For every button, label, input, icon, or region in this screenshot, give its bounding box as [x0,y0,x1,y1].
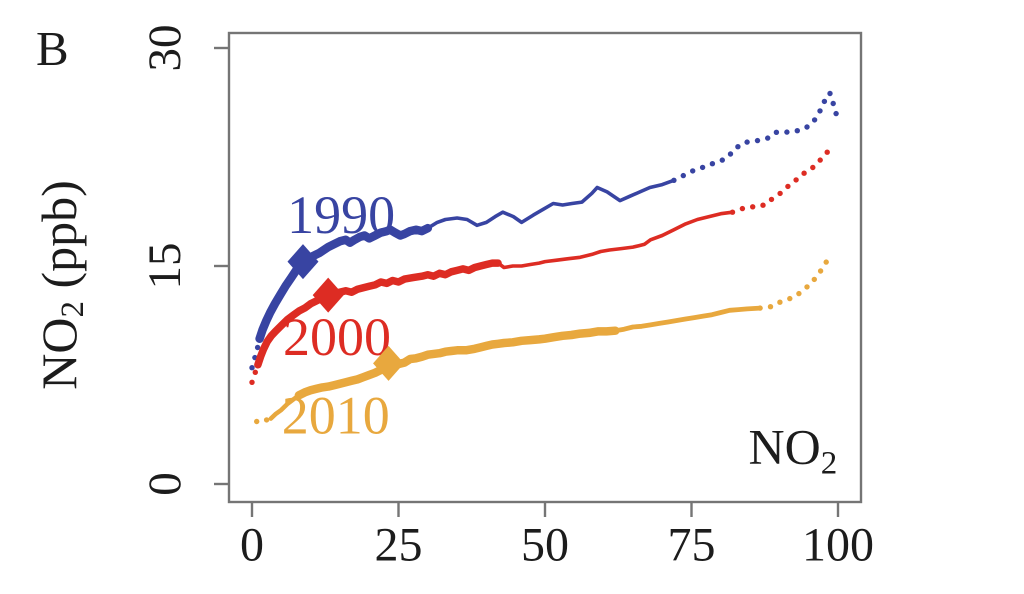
series-dot-1990 [699,164,706,171]
series-dot-2000 [777,190,783,197]
series-year-label-1990: 1990 [287,185,395,245]
series-dot-1990 [827,90,833,97]
corner-pollutant-label: NO2 [749,419,838,482]
series-dot-2010 [823,259,829,265]
series-dot-1990 [671,177,677,183]
series-dot-1990 [719,157,725,163]
series-dot-2010 [817,268,824,274]
series-dot-1990 [811,117,818,123]
series-dot-2010 [787,295,793,302]
series-dot-1990 [794,128,800,134]
series-dot-2010 [767,304,774,310]
series-dot-1990 [765,135,771,141]
series-dot-2000 [729,209,736,215]
series-dot-2000 [785,183,791,190]
series-year-label-2010: 2010 [282,386,390,446]
series-dot-2000 [249,379,255,385]
series-dot-2010 [757,305,763,311]
series-dot-2000 [817,157,823,163]
series-dot-1990 [817,108,823,114]
series-dot-1990 [784,129,790,135]
series-dot-2000 [824,149,830,155]
series-dot-1990 [709,161,716,167]
x-axis-tick-label: 25 [375,518,423,571]
series-dot-1990 [830,100,836,107]
series-line-2010 [268,393,302,421]
series-dot-1990 [735,144,741,150]
series-dot-2000 [760,202,766,208]
series-line-1990 [425,178,676,230]
x-axis-tick-label: 0 [240,518,264,571]
series-line-2000 [254,259,502,369]
series-dot-2000 [252,369,258,375]
series-dot-2010 [811,276,817,283]
series-dot-2010 [777,299,783,305]
series-dot-2000 [793,177,799,183]
series-dot-2000 [750,204,756,210]
series-dot-2000 [739,205,746,212]
series-dot-1990 [833,110,839,117]
series-dot-1990 [254,344,261,351]
series-line-2010 [294,326,620,400]
series-dot-2000 [810,164,816,171]
series-dot-2010 [254,418,260,425]
series-line-2010 [612,305,763,334]
series-dot-1990 [744,139,750,145]
y-axis-tick-label: 0 [139,472,191,496]
series-dot-2010 [804,284,810,290]
series-line-1990 [255,223,433,343]
series-dot-1990 [680,172,686,179]
series-dot-1990 [804,124,810,130]
y-axis-tick-label: 30 [139,25,191,72]
x-axis-tick-label: 75 [668,518,716,571]
diamond-marker-2000 [312,277,344,313]
series-dot-1990 [249,365,255,371]
series-year-label-2000: 2000 [283,307,391,367]
series-dot-2000 [768,196,775,203]
panel-label: B [36,21,69,76]
x-axis-tick-label: 50 [521,518,569,571]
series-dot-1990 [821,98,828,105]
series-dot-1990 [690,168,696,174]
series-dot-2010 [796,290,802,297]
series-line-2000 [496,210,735,270]
series-dot-1990 [773,129,780,135]
series-dot-1990 [727,151,734,157]
x-axis-tick-label: 100 [802,518,874,571]
y-axis-tick-label: 15 [139,243,191,290]
series-dot-1990 [754,137,761,144]
series-dot-2010 [263,417,270,423]
diamond-marker-1990 [287,244,319,280]
diamond-marker-2010 [373,345,405,381]
series-dot-2000 [801,170,807,176]
